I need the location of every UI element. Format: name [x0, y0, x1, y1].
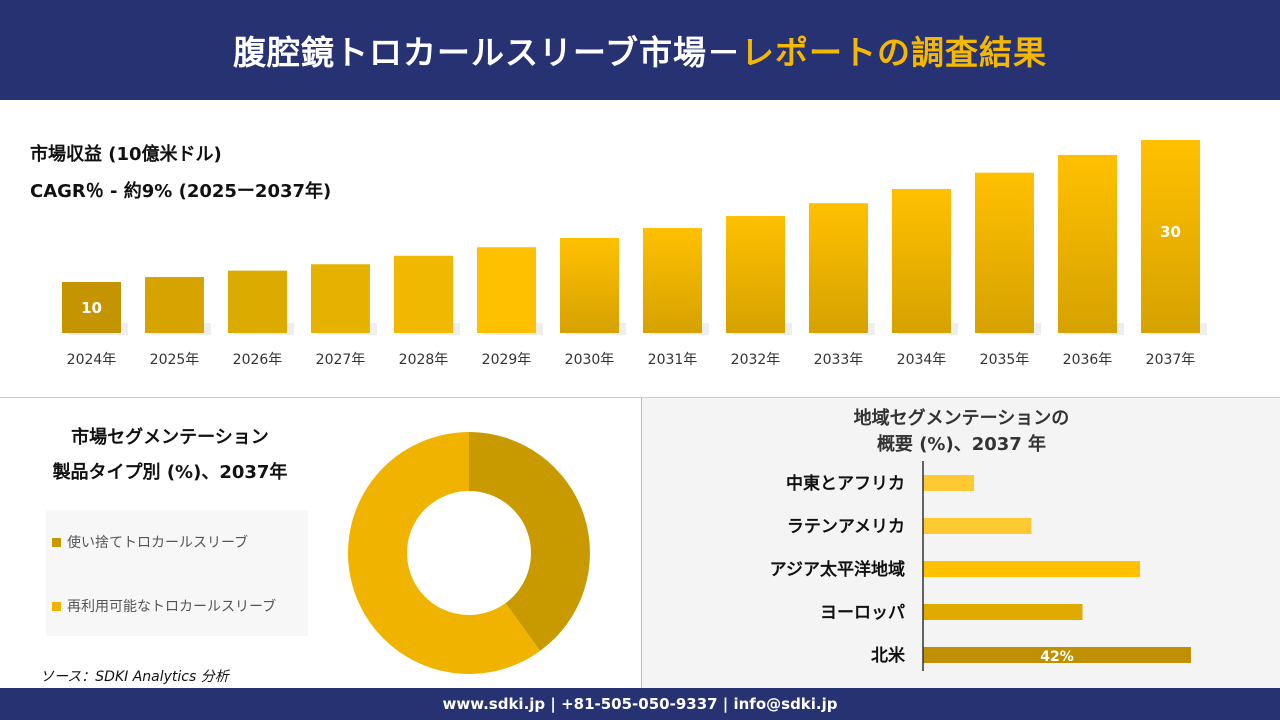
bar-2024年 [62, 282, 121, 333]
x-tick-label: 2037年 [1146, 352, 1196, 368]
x-tick-label: 2026年 [233, 352, 283, 368]
title-main: 腹腔鏡トロカールスリーブ市場－ [232, 33, 742, 72]
bar-2026年 [228, 270, 287, 333]
bar-2030年 [560, 237, 619, 333]
legend-swatch [52, 537, 61, 547]
x-tick-label: 2033年 [814, 352, 864, 368]
x-tick-label: 2032年 [731, 352, 781, 368]
x-tick-label: 2024年 [67, 352, 117, 368]
x-tick-label: 2028年 [399, 352, 449, 368]
region-title-2: 概要 (%)、2037 年 [876, 434, 1047, 455]
y-tick-label: 北米 [871, 645, 906, 666]
x-tick-label: 2027年 [316, 352, 366, 368]
region-bar-2 [923, 561, 1140, 577]
segment-title-2: 製品タイプ別 (%)、2037年 [52, 462, 288, 483]
bar-2029年 [477, 247, 536, 333]
header-banner: 腹腔鏡トロカールスリーブ市場－ レポートの調査結果 [0, 0, 1280, 100]
x-tick-label: 2035年 [980, 352, 1030, 368]
title-accent: レポートの調査結果 [741, 33, 1048, 72]
bar-2034年 [892, 188, 951, 333]
data-label: 42% [1040, 649, 1074, 665]
donut-slice-1 [347, 432, 541, 674]
x-tick-label: 2030年 [565, 352, 615, 368]
region-bar-4 [923, 647, 1191, 663]
bar-2027年 [311, 264, 370, 333]
y-tick-label: ヨーロッパ [820, 603, 905, 623]
data-label: 30 [1160, 223, 1181, 241]
cagr-label: CAGR％ - 約9% (2025ー2037年) [30, 181, 332, 202]
region-bar-1 [923, 518, 1032, 534]
y-tick-label: ラテンアメリカ [787, 517, 905, 537]
segment-title-1: 市場セグメンテーション [71, 427, 269, 448]
legend-label: 使い捨てトロカールスリーブ [67, 535, 249, 551]
donut-legend: 使い捨てトロカールスリーブ 再利用可能なトロカールスリーブ [46, 510, 308, 636]
region-title-1: 地域セグメンテーションの [853, 408, 1070, 429]
region-panel: 地域セグメンテーションの 概要 (%)、2037 年 中東とアフリカ ラテンアメリ… [641, 398, 1280, 688]
bar-2033年 [809, 203, 868, 333]
x-tick-label: 2034年 [897, 352, 947, 368]
footer-contact: www.sdki.jp | +81-505-050-9337 | info@sd… [0, 688, 1280, 720]
revenue-label: 市場収益 (10億米ドル) [30, 144, 222, 165]
region-bar-3 [923, 604, 1083, 620]
product-donut-chart [347, 432, 590, 674]
x-tick-label: 2029年 [482, 352, 532, 368]
legend-swatch [52, 601, 61, 611]
y-tick-label: アジア太平洋地域 [770, 559, 905, 580]
legend-item-disposable: 使い捨てトロカールスリーブ [52, 532, 248, 552]
source-note: ソース：SDKI Analytics 分析 [40, 669, 229, 685]
bar-2035年 [975, 172, 1034, 333]
legend-label: 再利用可能なトロカールスリーブ [67, 599, 277, 615]
data-label: 10 [81, 299, 102, 317]
x-tick-label: 2025年 [150, 352, 200, 368]
bar-2028年 [394, 255, 453, 333]
y-tick-label: 中東とアフリカ [786, 473, 905, 494]
divider [0, 397, 1280, 398]
legend-item-reusable: 再利用可能なトロカールスリーブ [52, 596, 276, 616]
x-tick-label: 2031年 [648, 352, 698, 368]
revenue-bar-chart: 2024年 10 2025年 2026年 2027年 2028年 2029年 2030年 203… [62, 140, 1207, 368]
bar-2032年 [726, 215, 785, 333]
bar-2036年 [1058, 154, 1117, 333]
x-tick-label: 2036年 [1063, 352, 1113, 368]
bar-2037年 [1141, 140, 1200, 333]
donut-slice-0 [469, 432, 590, 651]
region-bar-0 [923, 475, 975, 491]
bar-2025年 [145, 277, 204, 333]
bar-2031年 [643, 228, 702, 333]
